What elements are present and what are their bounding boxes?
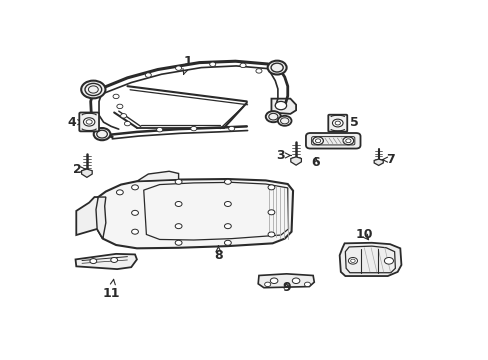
Circle shape [267, 61, 286, 75]
Polygon shape [96, 179, 292, 248]
FancyBboxPatch shape [305, 133, 360, 149]
Circle shape [332, 119, 343, 127]
Circle shape [264, 282, 270, 287]
Text: 11: 11 [102, 279, 120, 300]
Polygon shape [75, 254, 137, 269]
Circle shape [277, 116, 291, 126]
Circle shape [131, 185, 138, 190]
Circle shape [94, 128, 110, 140]
Text: 2: 2 [73, 163, 85, 176]
Circle shape [156, 127, 163, 132]
Circle shape [90, 258, 97, 264]
Circle shape [292, 278, 299, 284]
Circle shape [81, 81, 105, 98]
Text: 4: 4 [67, 116, 83, 129]
Circle shape [265, 111, 280, 122]
Polygon shape [96, 197, 105, 239]
Circle shape [124, 121, 130, 126]
Polygon shape [339, 243, 401, 276]
Text: 6: 6 [311, 156, 320, 169]
Polygon shape [271, 99, 296, 114]
Circle shape [121, 114, 126, 118]
Text: 10: 10 [355, 228, 372, 241]
Polygon shape [81, 169, 92, 177]
Polygon shape [137, 171, 178, 181]
Circle shape [224, 224, 231, 229]
Polygon shape [373, 159, 383, 166]
Circle shape [275, 102, 286, 110]
Circle shape [224, 240, 231, 245]
Circle shape [209, 62, 215, 67]
Circle shape [224, 202, 231, 207]
Circle shape [116, 190, 123, 195]
Circle shape [267, 185, 274, 190]
Circle shape [240, 63, 245, 68]
Text: 3: 3 [275, 149, 291, 162]
Circle shape [175, 66, 181, 70]
Circle shape [347, 257, 357, 264]
Circle shape [228, 126, 234, 131]
Circle shape [131, 210, 138, 215]
Circle shape [255, 69, 262, 73]
FancyBboxPatch shape [79, 112, 99, 131]
Circle shape [111, 257, 117, 262]
Circle shape [270, 278, 277, 284]
Circle shape [343, 137, 353, 145]
Polygon shape [290, 157, 301, 165]
Circle shape [267, 210, 274, 215]
Circle shape [145, 73, 151, 77]
FancyBboxPatch shape [327, 115, 346, 132]
Circle shape [190, 126, 196, 131]
Text: 5: 5 [341, 116, 359, 129]
Circle shape [175, 224, 182, 229]
Polygon shape [258, 274, 314, 288]
Polygon shape [76, 197, 102, 239]
Text: 9: 9 [282, 281, 290, 294]
Circle shape [83, 118, 95, 126]
Circle shape [384, 257, 393, 264]
Circle shape [175, 179, 182, 184]
Text: 8: 8 [214, 246, 222, 262]
Circle shape [304, 282, 310, 287]
Circle shape [267, 232, 274, 237]
Circle shape [117, 104, 122, 109]
Circle shape [131, 229, 138, 234]
Circle shape [224, 179, 231, 184]
Circle shape [175, 202, 182, 207]
Text: 7: 7 [382, 153, 394, 166]
Text: 1: 1 [183, 55, 192, 75]
Circle shape [312, 137, 323, 145]
Circle shape [175, 240, 182, 245]
Circle shape [113, 94, 119, 99]
